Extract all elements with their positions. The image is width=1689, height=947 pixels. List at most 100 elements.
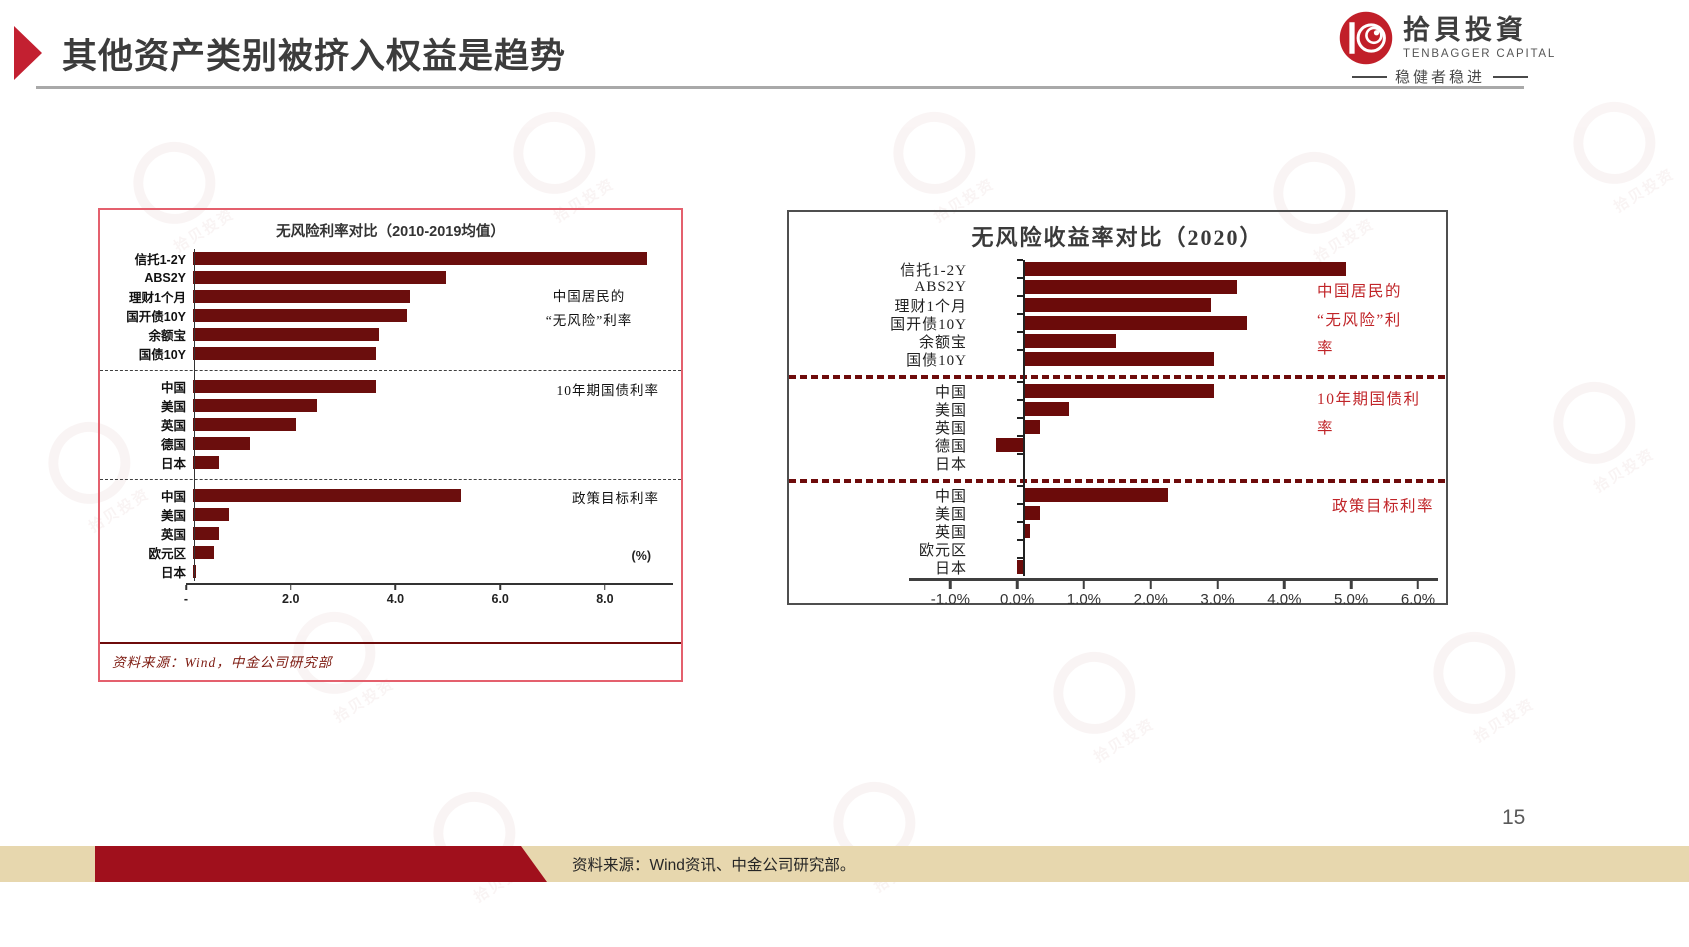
x-axis-tick-label: 3.0% [1200,591,1235,608]
x-axis-tick-label: -1.0% [930,591,970,608]
bar-德国 [995,438,1024,452]
watermark-logo: 拾贝投资 [1037,636,1164,770]
category-axis-tick [1017,259,1024,261]
bar-欧元区 [193,546,214,559]
bar-track [974,259,1438,278]
footer-strip: 资料来源：Wind资讯、中金公司研究部。 [0,846,1689,882]
category-label: 德国 [934,438,967,455]
bar-ABS2Y [193,271,446,284]
x-axis-tick [185,584,187,590]
category-label: 日本 [160,566,186,580]
bar-row: 美国 [797,503,1438,523]
bar-理财1个月 [193,290,410,303]
group-separator [100,363,681,377]
category-axis-tick [1017,485,1024,487]
x-axis-tick-label: 2.0% [1133,591,1168,608]
category-label: 日本 [934,560,967,577]
bar-track [974,417,1438,436]
bar-row: 信托1-2Y [797,259,1438,279]
watermark-text: 拾贝投资 [1470,695,1538,747]
plot-area: 信托1-2Y ABS2Y 理财1个月 国开债10Y 余额宝 国债10Y 中国 美国 英国 德国 日本… [789,259,1446,577]
x-axis-tick-label: 6.0% [1400,591,1436,608]
bar-track [193,306,673,325]
x-axis-tick-label: 1.0% [1066,591,1102,608]
plot-area: 信托1-2Y ABS2Y 理财1个月 国开债10Y 余额宝 国债10Y 中国 美国 英国 德国 日本… [100,249,681,581]
bar-国开债10Y [1023,316,1248,330]
page-number: 15 [1502,806,1526,829]
bar-row: 日本 [797,557,1438,577]
x-axis-line [186,583,673,585]
bar-美国 [193,508,230,521]
watermark-text: 拾贝投资 [330,675,398,727]
category-label: 理财1个月 [129,291,186,305]
category-axis-tick [1017,521,1024,523]
bar-中国 [1023,384,1215,398]
annotation-policy-rate: 政策目标利率 [572,491,659,506]
x-axis-tick-label: 6.0 [491,592,509,606]
bar-track [974,435,1438,454]
bar-日本 [1023,456,1026,470]
x-axis-tick [1283,580,1286,589]
bar-日本 [1016,560,1024,574]
bar-中国 [193,489,462,502]
bar-row: 英国 [108,524,673,543]
category-label: 信托1-2Y [900,262,967,279]
bar-row: 中国 [108,377,673,396]
annotation-10y-bond: 10年期国债利 率 [1317,391,1421,437]
category-axis-tick [1017,295,1024,297]
page-title: 其他资产类别被挤入权益是趋势 [62,37,567,76]
bar-track [193,434,673,453]
category-axis-tick [1017,503,1024,505]
x-axis-tick [1149,580,1152,589]
x-axis-tick [1349,580,1353,589]
bar-track [974,331,1438,350]
bar-美国 [193,399,317,412]
bar-row: 国开债10Y [108,306,673,325]
bar-track [974,399,1438,418]
bar-row: 德国 [108,434,673,453]
x-axis-tick [1216,580,1219,589]
bar-row: 余额宝 [108,325,673,344]
bar-track [193,325,673,344]
x-axis-tick-label: 4.0 [386,592,405,606]
watermark-logo: 拾贝投资 [1557,86,1684,220]
watermark-ring-icon [877,96,991,210]
bar-row: 国债10Y [108,344,673,363]
category-label: 美国 [160,400,186,414]
bar-track [974,539,1438,558]
bar-track [974,453,1438,472]
group-separator [100,472,681,486]
bar-ABS2Y [1023,280,1238,294]
bar-美国 [1023,402,1070,416]
x-axis-tick [1015,580,1019,589]
bar-row: 英国 [797,417,1438,437]
chart-source: 资料来源：Wind，中金公司研究部 [112,655,333,670]
bar-track [974,295,1438,314]
category-axis-tick [1017,417,1024,419]
bar-row: 理财1个月 [108,287,673,306]
bar-row: 德国 [797,435,1438,455]
category-label: 国债10Y [906,352,967,369]
watermark-ring-icon [1037,636,1151,750]
bar-track [974,557,1438,576]
axis-unit-label: (%) [631,549,651,563]
watermark-text: 拾贝投资 [1610,165,1678,217]
tagline-text: 稳健者稳进 [1395,69,1486,86]
category-label: 英国 [934,524,967,541]
category-axis-tick [1017,349,1024,351]
bar-row: 欧元区 [108,543,673,562]
category-axis-tick [1017,313,1024,315]
logo-tagline: 稳健者稳进 [1352,66,1529,87]
annotation-riskfree-rate: 中国居民的 “无风险”利 率 [1317,283,1403,358]
company-logo: 拾貝投資 TENBAGGER CAPITAL [1338,10,1556,66]
bar-row: 美国 [108,396,673,415]
watermark-ring-icon [1537,366,1651,480]
category-label: 国债10Y [138,348,186,362]
watermark-ring-icon [1417,616,1531,730]
bar-row: 日本 [108,562,673,581]
bar-中国 [1023,488,1169,502]
bar-row: 美国 [108,505,673,524]
bar-row: ABS2Y [108,268,673,287]
category-label: 国开债10Y [126,310,186,324]
bar-track [193,287,673,306]
